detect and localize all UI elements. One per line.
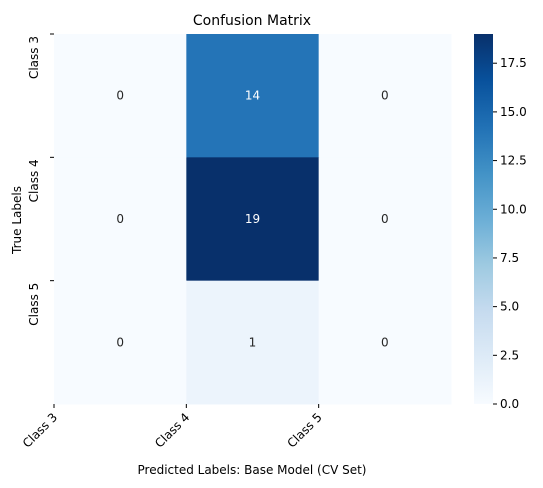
cell-value-label: 0: [116, 212, 124, 226]
heatmap-cells: [54, 34, 452, 405]
heatmap-cell: [54, 34, 187, 158]
colorbar-tick-label: 17.5: [500, 56, 527, 70]
x-axis-label: Predicted Labels: Base Model (CV Set): [138, 463, 367, 477]
cell-value-label: 14: [245, 89, 260, 103]
y-axis: Class 3 Class 4 Class 5: [27, 33, 54, 326]
y-tick-label: Class 4: [27, 159, 41, 202]
heatmap-cell: [318, 157, 452, 282]
chart-title: Confusion Matrix: [193, 13, 311, 29]
heatmap-cell: [318, 280, 452, 405]
colorbar-tick-label: 2.5: [500, 348, 519, 362]
x-tick-label: Class 4: [152, 410, 192, 450]
cell-value-label: 19: [245, 212, 260, 226]
heatmap-cell: [186, 34, 320, 158]
cell-value-label: 0: [381, 335, 389, 349]
colorbar: [474, 34, 493, 404]
heatmap-cell-labels: 0 14 0 0 19 0 0 1 0: [116, 89, 388, 350]
y-tick-label: Class 5: [27, 283, 41, 326]
y-axis-label: True Labels: [10, 186, 24, 255]
cell-value-label: 0: [116, 335, 124, 349]
x-tick-label: Class 5: [284, 410, 324, 450]
colorbar-tick-label: 7.5: [500, 251, 519, 265]
colorbar-tick-label: 12.5: [500, 154, 527, 168]
y-tick-label: Class 3: [27, 36, 41, 79]
heatmap-cell: [318, 34, 452, 158]
heatmap-cell: [186, 157, 320, 282]
heatmap-cell: [54, 157, 187, 282]
colorbar-tick-label: 10.0: [500, 202, 527, 216]
x-tick-label: Class 3: [20, 410, 60, 450]
cell-value-label: 0: [381, 212, 389, 226]
heatmap-cell: [186, 280, 320, 405]
x-axis: Class 3 Class 4 Class 5: [20, 404, 325, 451]
cell-value-label: 0: [381, 89, 389, 103]
cell-value-label: 0: [116, 89, 124, 103]
colorbar-ticks: 0.0 2.5 5.0 7.5 10.0 12.5 15.0 17.5: [493, 56, 527, 411]
colorbar-tick-label: 0.0: [500, 397, 519, 411]
colorbar-tick-label: 15.0: [500, 105, 527, 119]
heatmap-cell: [54, 280, 187, 405]
colorbar-tick-label: 5.0: [500, 300, 519, 314]
cell-value-label: 1: [249, 335, 257, 349]
